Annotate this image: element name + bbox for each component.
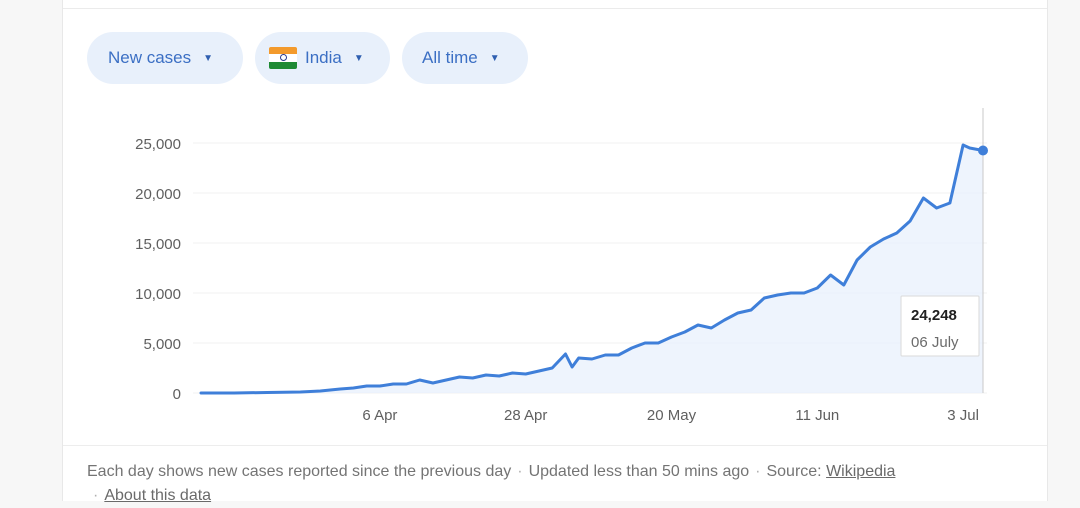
tooltip-box — [900, 295, 980, 357]
caret-down-icon: ▼ — [353, 52, 364, 64]
footer-divider — [63, 445, 1047, 446]
india-flag-icon — [269, 47, 297, 69]
about-this-data-link[interactable]: About this data — [104, 487, 212, 504]
time-range-dropdown-label: All time — [422, 48, 478, 67]
y-tick-label: 5,000 — [143, 336, 181, 353]
new-cases-chart[interactable]: 0 5,000 10,000 15,000 20,000 25,000 6 Apr 28 Ap… — [63, 0, 1047, 440]
covid-stats-card: New cases ▼ India ▼ All time ▼ 0 5,000 10,… — [62, 0, 1048, 504]
y-tick-label: 0 — [173, 386, 181, 403]
country-dropdown[interactable]: India ▼ — [255, 32, 390, 84]
series-area — [201, 145, 983, 393]
x-tick-label: 6 Apr — [362, 407, 397, 424]
series-line — [199, 143, 985, 395]
metric-dropdown[interactable]: New cases ▼ — [87, 32, 243, 84]
source-wikipedia-link[interactable]: Wikipedia — [826, 463, 896, 480]
y-tick-label: 10,000 — [135, 286, 181, 303]
time-range-dropdown[interactable]: All time ▼ — [402, 32, 528, 84]
x-tick-label: 3 Jul — [947, 407, 979, 424]
y-tick-label: 20,000 — [135, 186, 181, 203]
footer-source-label: Source: — [766, 463, 822, 480]
country-dropdown-label: India — [305, 48, 342, 67]
caret-down-icon: ▼ — [203, 52, 214, 64]
y-tick-label: 15,000 — [135, 236, 181, 253]
y-tick-label: 25,000 — [135, 136, 181, 153]
x-tick-label: 11 Jun — [795, 407, 839, 424]
x-tick-label: 28 Apr — [504, 407, 547, 424]
filter-bar: New cases ▼ India ▼ All time ▼ — [87, 32, 528, 84]
footer-description: Each day shows new cases reported since … — [87, 463, 512, 480]
x-tick-label: 20 May — [647, 407, 697, 424]
tooltip-date: 06 July — [911, 334, 959, 351]
card-top-divider — [63, 8, 1047, 9]
metric-dropdown-label: New cases — [108, 48, 192, 67]
tooltip-value: 24,248 — [911, 307, 957, 324]
caret-down-icon: ▼ — [489, 52, 500, 64]
chart-footer: Each day shows new cases reported since … — [87, 463, 896, 504]
footer-updated: Updated less than 50 mins ago — [528, 463, 750, 480]
hover-point — [978, 145, 988, 156]
